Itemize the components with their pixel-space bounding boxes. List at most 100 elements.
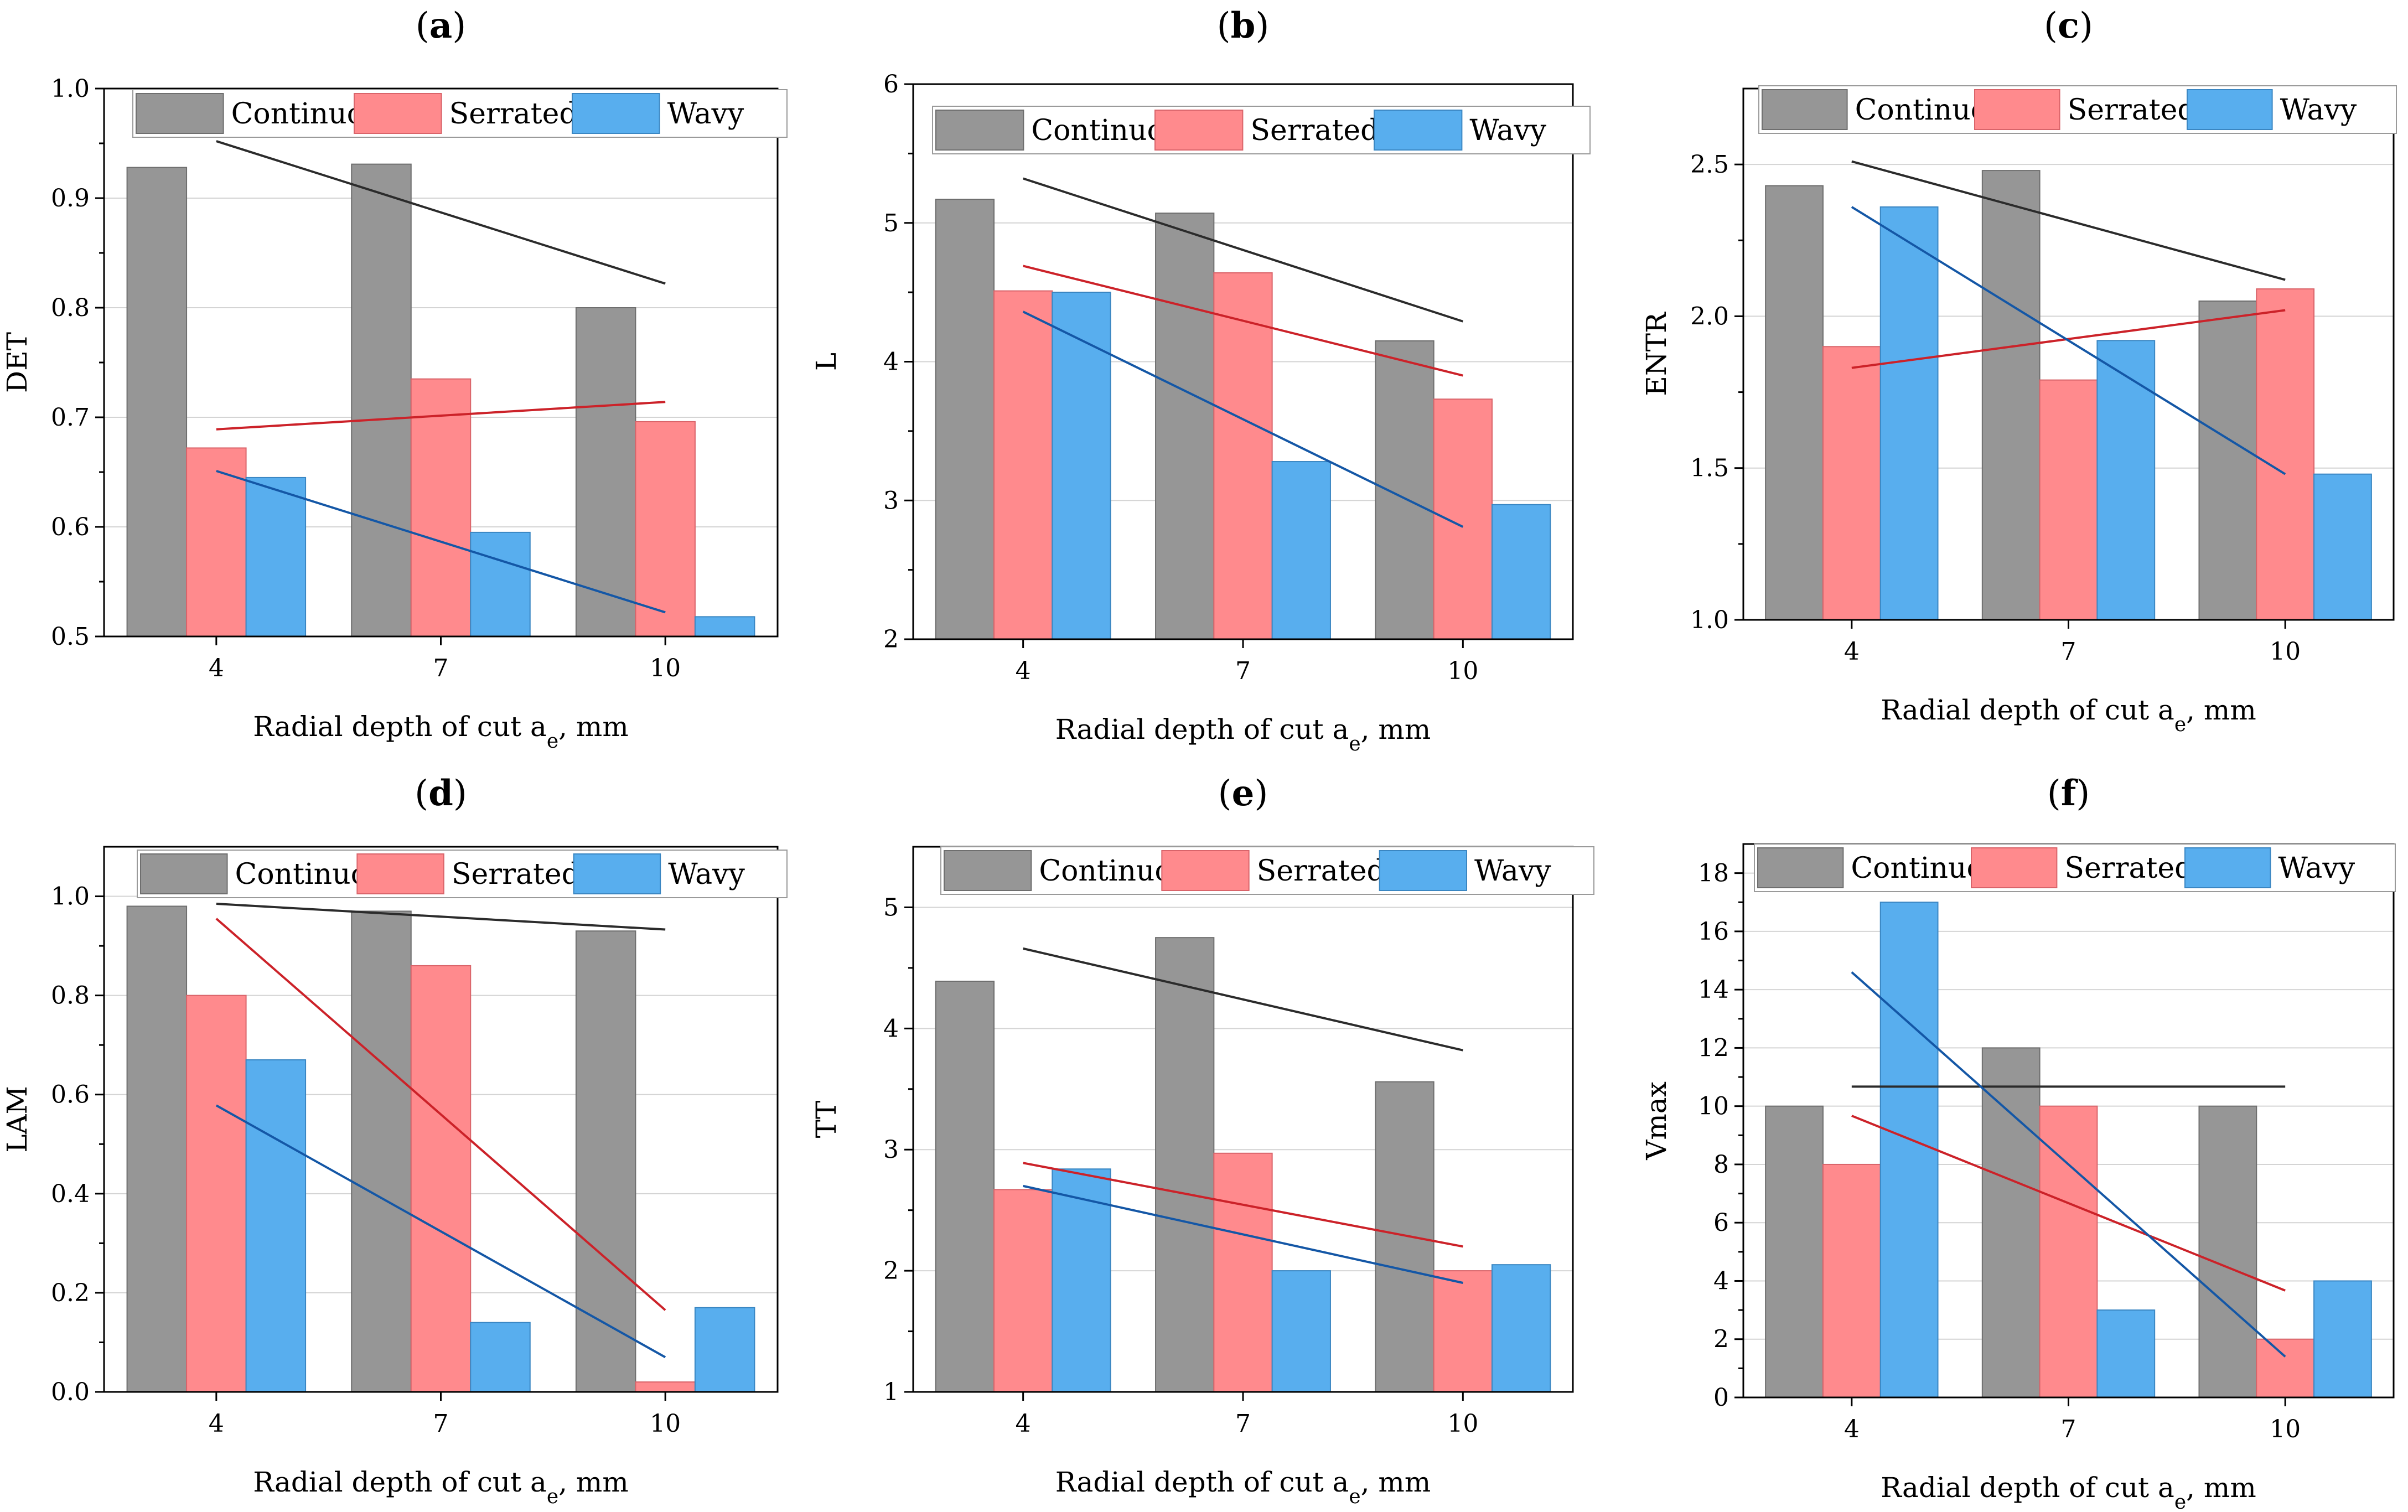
panel-e-legend-swatch-wavy [1379, 850, 1468, 891]
panel-e-bar-continuous-10 [1375, 1081, 1435, 1392]
panel-d-ytick-label-1: 0.2 [51, 1279, 90, 1307]
panel-b-bar-serrated-4 [993, 290, 1053, 640]
panel-f-ytick-label-2: 4 [1713, 1267, 1729, 1295]
panel-b-legend-swatch-wavy [1374, 110, 1463, 151]
panel-c-legend-label-wavy: Wavy [2280, 94, 2357, 127]
panel-f-legend-swatch-serrated [1971, 847, 2058, 888]
panel-d-xtick-label-10: 10 [650, 1410, 681, 1438]
panel-e-bar-wavy-7 [1271, 1270, 1331, 1392]
panel-d-bar-wavy-4 [245, 1059, 307, 1392]
panel-a-trend-continuous [216, 140, 666, 285]
panel-b-bar-continuous-4 [935, 199, 995, 640]
panel-b-trend-wavy [1022, 310, 1464, 528]
panel-c-legend-swatch-continuous [1762, 89, 1848, 130]
panel-e-ylabel: TT [810, 1101, 842, 1138]
panel-c-trend-continuous [1851, 160, 2286, 281]
panel-e-xtick-label-7: 7 [1235, 1410, 1251, 1438]
panel-c-ytick-label-1: 1.5 [1690, 454, 1729, 483]
panel-c-ytick-label-2: 2.0 [1690, 302, 1729, 330]
panel-e-label: (e) [1218, 773, 1268, 814]
panel-d-ytick-label-0: 0.0 [51, 1378, 90, 1406]
panel-f-legend-label-wavy: Wavy [2278, 852, 2355, 885]
panel-f-legend: Continuous Serrated Wavy [1754, 843, 2396, 892]
panel-c-legend-box [1758, 85, 2397, 134]
panel-d-ytick-label-2: 0.4 [51, 1180, 90, 1208]
panel-c-trend-serrated [1851, 309, 2286, 369]
panel-e-bar-serrated-4 [993, 1189, 1053, 1392]
panel-e-trend-continuous [1023, 947, 1463, 1052]
panel-c-legend: Continuous Serrated Wavy [1758, 85, 2397, 134]
panel-d-bar-serrated-7 [410, 965, 472, 1392]
panel-b-bar-wavy-4 [1052, 292, 1111, 640]
panel-a-bar-serrated-10 [635, 421, 696, 637]
panel-f-ylabel: Vmax [1640, 1081, 1672, 1161]
panel-f-xtick-label-7: 7 [2061, 1415, 2076, 1443]
panel-a-bar-continuous-4 [126, 167, 188, 637]
panel-f-ytick-label-0: 0 [1713, 1384, 1729, 1412]
panel-f-bar-serrated-10 [2256, 1338, 2315, 1398]
panel-e-legend-label-wavy: Wavy [1474, 855, 1551, 888]
panel-e-bar-wavy-10 [1491, 1264, 1551, 1393]
panel-b-xtick-label-4: 4 [1016, 657, 1031, 685]
panel-f-ytick-label-6: 12 [1698, 1034, 1729, 1062]
panel-e-legend-label-serrated: Serrated [1257, 855, 1385, 888]
panel-d-label: (d) [415, 773, 467, 814]
panel-a-bar-wavy-7 [470, 531, 531, 638]
panel-f-legend-label-serrated: Serrated [2064, 852, 2193, 885]
panel-f-trend-serrated [1851, 1115, 2286, 1292]
panel-b-ytick-label-0: 2 [883, 625, 899, 654]
panel-d-bar-serrated-10 [635, 1381, 696, 1392]
panel-a-xtick-label-4: 4 [209, 654, 224, 682]
panel-e-ytick-label-2: 3 [883, 1136, 899, 1164]
panel-f-legend-swatch-continuous [1757, 847, 1844, 888]
panel-c-legend-swatch-serrated [1974, 89, 2060, 130]
panel-c-bar-serrated-7 [2039, 379, 2098, 621]
panel-f-trend-wavy [1851, 971, 2286, 1358]
panel-b-bar-continuous-10 [1375, 340, 1435, 640]
panel-f-bar-serrated-4 [1822, 1163, 1881, 1398]
panel-b-label: (b) [1217, 5, 1270, 46]
panel-f-bar-continuous-10 [2198, 1105, 2257, 1398]
panel-e-bar-serrated-10 [1433, 1270, 1493, 1392]
panel-d-legend-swatch-wavy [573, 853, 661, 894]
panel-d-ytick-label-4: 0.8 [51, 982, 90, 1010]
panel-a-ytick-label-2: 0.7 [51, 403, 90, 432]
panel-c-bar-wavy-7 [2096, 340, 2156, 620]
panel-e-xtick-label-10: 10 [1447, 1410, 1478, 1438]
panel-f-ytick-label-3: 6 [1713, 1209, 1729, 1237]
panel-c-trend-wavy [1851, 206, 2286, 475]
panel-a-xtick-label-10: 10 [650, 654, 681, 682]
panel-d-trend-continuous [216, 902, 666, 931]
panel-e-xtick-label-4: 4 [1016, 1410, 1031, 1438]
panel-c-bar-serrated-4 [1822, 346, 1881, 620]
panel-c-legend-swatch-wavy [2187, 89, 2273, 130]
panel-f-ytick-label-5: 10 [1698, 1092, 1729, 1121]
panel-d-xtick-label-7: 7 [433, 1410, 449, 1438]
panel-c-bar-continuous-4 [1765, 185, 1824, 620]
panel-c-chart: (c) 1.0 1.5 2.0 2.5 4 7 10 Radial depth of cut a… [1640, 5, 2397, 736]
panel-b-xtick-label-7: 7 [1235, 657, 1251, 685]
panel-b-legend-label-wavy: Wavy [1469, 114, 1546, 147]
panel-f-xlabel: Radial depth of cut ae, mm [1881, 1472, 2256, 1512]
panel-c-legend-label-serrated: Serrated [2068, 94, 2196, 127]
panel-f-bar-continuous-4 [1765, 1105, 1824, 1398]
panel-f-ytick-label-4: 8 [1713, 1151, 1729, 1179]
panel-a-label: (a) [416, 5, 466, 46]
panel-a-xlabel: Radial depth of cut ae, mm [253, 711, 629, 753]
panel-b-xtick-label-10: 10 [1447, 657, 1478, 685]
panel-b-legend-swatch-serrated [1154, 110, 1244, 151]
panel-f-legend-swatch-wavy [2184, 847, 2271, 888]
panel-a-ylabel: DET [1, 332, 33, 393]
panel-f-bar-wavy-4 [1879, 902, 1939, 1398]
panel-e-bar-serrated-7 [1213, 1152, 1273, 1392]
panel-a-bar-continuous-7 [351, 163, 412, 637]
panel-d-bar-wavy-7 [470, 1322, 531, 1393]
panel-d-trend-serrated [215, 918, 666, 1311]
panel-a-ytick-label-0: 0.5 [51, 623, 90, 651]
panel-b-legend: Continuous Serrated Wavy [932, 106, 1591, 154]
panel-a-bar-serrated-4 [186, 447, 247, 637]
panel-d-legend-box [137, 850, 788, 898]
panel-f-chart: (f) 0 2 4 6 8 10 12 14 16 18 4 7 10 Radial depth of cu… [1640, 773, 2396, 1512]
panel-f-ytick-label-1: 2 [1713, 1325, 1729, 1354]
